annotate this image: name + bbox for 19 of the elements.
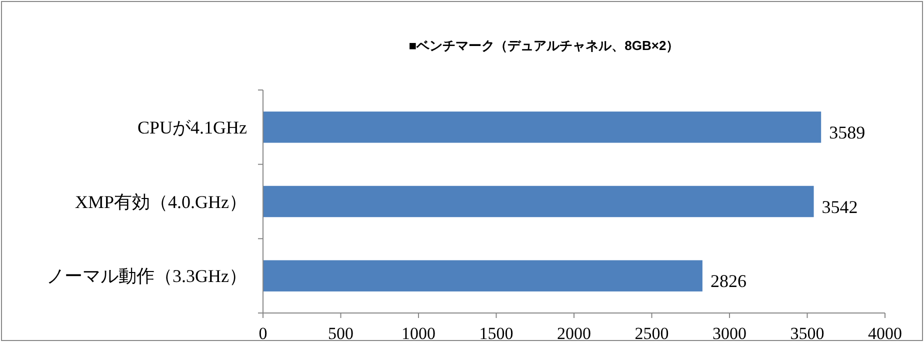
data-label: 2826 bbox=[710, 271, 746, 292]
bar bbox=[263, 186, 814, 218]
data-label: 3542 bbox=[822, 196, 858, 217]
y-tick-label: ノーマル動作（3.3GHz） bbox=[46, 266, 247, 286]
chart-title: ■ベンチマーク（デュアルチャネル、8GB×2） bbox=[408, 38, 680, 53]
y-tick-label: XMP有効（4.0.GHz） bbox=[74, 192, 247, 212]
bar bbox=[263, 260, 702, 292]
x-tick-label: 1500 bbox=[479, 324, 514, 342]
x-tick-label: 2500 bbox=[634, 324, 669, 342]
x-tick-label: 3500 bbox=[790, 324, 824, 342]
data-label: 3589 bbox=[829, 122, 866, 142]
x-tick-label: 3000 bbox=[712, 324, 746, 342]
bar bbox=[263, 112, 822, 143]
x-tick-label: 1000 bbox=[402, 324, 436, 342]
x-tick-label: 4000 bbox=[868, 324, 902, 342]
x-tick-label: 0 bbox=[258, 324, 268, 342]
x-tick-label: 500 bbox=[328, 324, 354, 342]
y-tick-label: CPUが4.1GHz bbox=[137, 117, 247, 138]
x-tick-label: 2000 bbox=[557, 324, 591, 342]
